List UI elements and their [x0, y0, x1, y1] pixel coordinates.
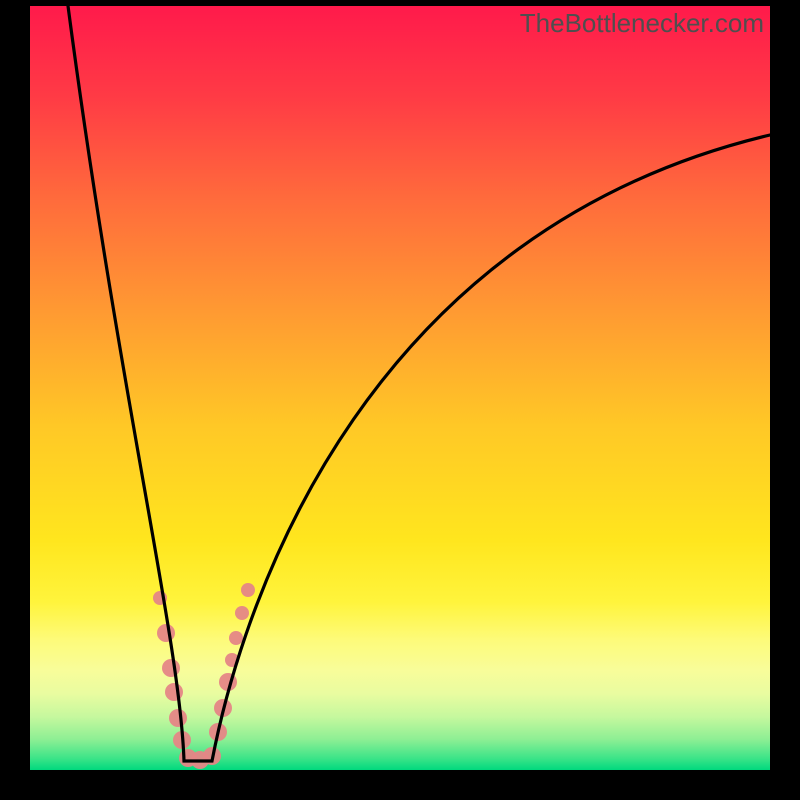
data-marker	[235, 606, 249, 620]
data-marker	[169, 709, 187, 727]
data-marker	[241, 583, 255, 597]
data-marker	[165, 683, 183, 701]
data-marker	[162, 659, 180, 677]
data-marker	[229, 631, 243, 645]
watermark-text: TheBottlenecker.com	[520, 8, 764, 39]
data-marker	[157, 624, 175, 642]
gradient-background	[30, 6, 770, 770]
chart-svg	[0, 0, 800, 800]
chart-frame: TheBottlenecker.com	[0, 0, 800, 800]
